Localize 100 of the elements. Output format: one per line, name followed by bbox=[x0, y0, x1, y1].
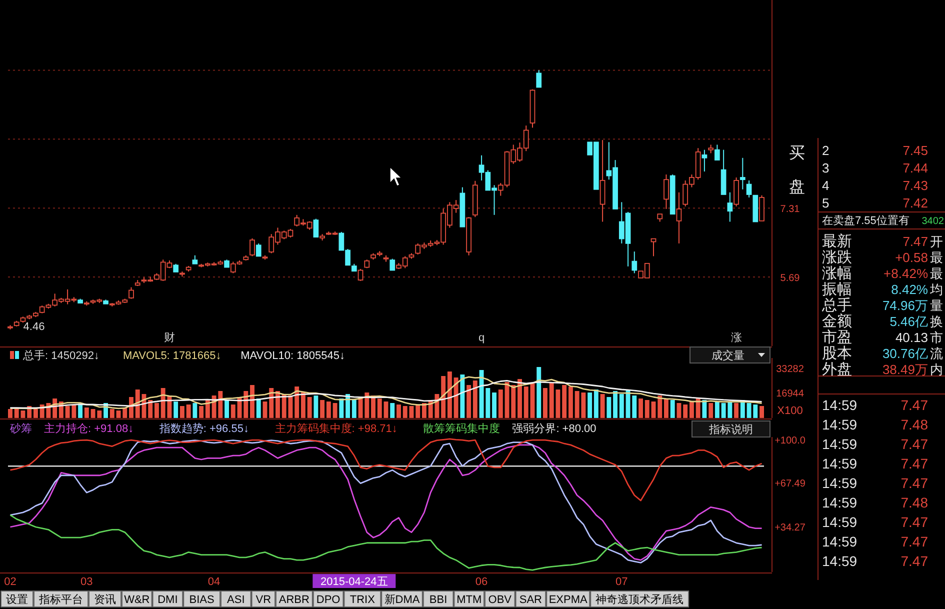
bar bbox=[683, 404, 688, 418]
text: 最 bbox=[930, 266, 943, 281]
text: W&R bbox=[124, 594, 150, 606]
bar bbox=[689, 402, 694, 418]
text: 7.47 bbox=[900, 475, 928, 491]
text: 3402 bbox=[922, 216, 944, 227]
text: 14:59 bbox=[822, 475, 858, 491]
bar bbox=[314, 396, 318, 418]
text: BIAS bbox=[189, 594, 214, 606]
line-series bbox=[10, 514, 762, 571]
bar bbox=[524, 386, 528, 418]
text: 换 bbox=[930, 314, 943, 329]
series-label: 主力持仓: +91.08↓ bbox=[44, 422, 134, 435]
bar bbox=[670, 400, 675, 418]
text: 14:59 bbox=[822, 456, 858, 472]
text: 7.47 bbox=[902, 234, 928, 249]
bar bbox=[390, 403, 395, 418]
text: 7.43 bbox=[902, 178, 928, 193]
bar bbox=[8, 409, 12, 418]
bar bbox=[84, 408, 89, 418]
bar bbox=[492, 392, 496, 418]
annotation: 4.46 bbox=[23, 321, 45, 333]
bar bbox=[466, 385, 472, 418]
text: 7.48 bbox=[900, 416, 928, 432]
bar bbox=[619, 394, 624, 418]
x-tick-label: 03 bbox=[80, 576, 93, 588]
candlestick bbox=[734, 176, 739, 207]
y-tick-label: +34.27 bbox=[774, 522, 806, 534]
text: 涨幅 bbox=[822, 265, 852, 282]
bar bbox=[384, 402, 388, 418]
bar bbox=[192, 403, 198, 418]
text: DMI bbox=[158, 594, 178, 606]
y-tick-label: 5.69 bbox=[780, 273, 800, 284]
bar bbox=[174, 402, 178, 418]
candlestick bbox=[256, 242, 262, 257]
y-tick-label: 16944 bbox=[776, 388, 804, 400]
text: 14:59 bbox=[822, 494, 858, 510]
bar bbox=[422, 403, 426, 418]
text: 7.45 bbox=[902, 143, 928, 158]
text: 市 bbox=[930, 330, 943, 345]
text: ARBR bbox=[278, 594, 310, 606]
bar bbox=[714, 402, 720, 418]
text: BBI bbox=[429, 594, 448, 606]
text: OBV bbox=[488, 594, 512, 606]
text: 涨跌 bbox=[822, 249, 852, 266]
bar bbox=[588, 392, 592, 418]
bar bbox=[352, 400, 356, 418]
text: 30.76亿 bbox=[882, 346, 928, 361]
bar bbox=[638, 398, 643, 418]
text: 14:59 bbox=[822, 416, 858, 432]
text: 2 bbox=[822, 143, 830, 158]
text: 振幅 bbox=[822, 281, 852, 298]
text: 指标平台 bbox=[38, 593, 83, 606]
x-tick-label: 07 bbox=[616, 576, 628, 588]
text: 7.47 bbox=[900, 397, 928, 413]
candlestick bbox=[676, 192, 682, 244]
candlestick bbox=[358, 268, 364, 282]
candlestick bbox=[250, 238, 255, 257]
text: 38.49万 bbox=[882, 362, 928, 377]
bar bbox=[644, 400, 650, 418]
text: 总手 bbox=[821, 297, 852, 314]
bar bbox=[606, 397, 612, 418]
bar bbox=[416, 404, 420, 418]
bar bbox=[377, 398, 382, 418]
text: +8.42% bbox=[884, 266, 928, 281]
bar bbox=[250, 385, 254, 418]
text: EXPMA bbox=[548, 594, 588, 606]
bar bbox=[460, 374, 465, 418]
text: MTM bbox=[456, 594, 482, 606]
text: X100 bbox=[777, 405, 803, 417]
text: VR bbox=[256, 594, 272, 606]
x-tick-label: q bbox=[478, 332, 485, 344]
bar bbox=[454, 378, 458, 418]
text: 14:59 bbox=[822, 534, 858, 550]
bar bbox=[734, 403, 739, 418]
y-tick-label: 33282 bbox=[776, 364, 804, 376]
candlestick bbox=[727, 192, 733, 222]
text: 14:59 bbox=[822, 553, 858, 569]
bar bbox=[658, 396, 662, 418]
text: 5.46亿 bbox=[890, 314, 928, 329]
series-label: 指数趋势: +96.55↓ bbox=[158, 422, 249, 435]
y-tick-label: 7.31 bbox=[780, 204, 800, 216]
bar bbox=[154, 403, 159, 418]
bar bbox=[542, 388, 548, 418]
text: 7.47 bbox=[900, 553, 928, 569]
x-tick-label: 涨 bbox=[730, 332, 742, 344]
candlestick bbox=[740, 157, 746, 190]
candlestick bbox=[390, 258, 396, 271]
bar bbox=[294, 386, 300, 418]
bar bbox=[224, 400, 230, 418]
bar bbox=[110, 409, 114, 418]
text: 14:59 bbox=[822, 436, 858, 452]
text: 40.13 bbox=[895, 330, 928, 345]
series-label: 主力筹码集中度: +98.71↓ bbox=[274, 422, 398, 435]
bar bbox=[396, 404, 401, 418]
bar bbox=[708, 403, 714, 418]
text: 设置 bbox=[6, 594, 28, 606]
text: 金额 bbox=[822, 313, 852, 330]
candlestick bbox=[632, 251, 638, 274]
text: 股本 bbox=[822, 345, 852, 362]
